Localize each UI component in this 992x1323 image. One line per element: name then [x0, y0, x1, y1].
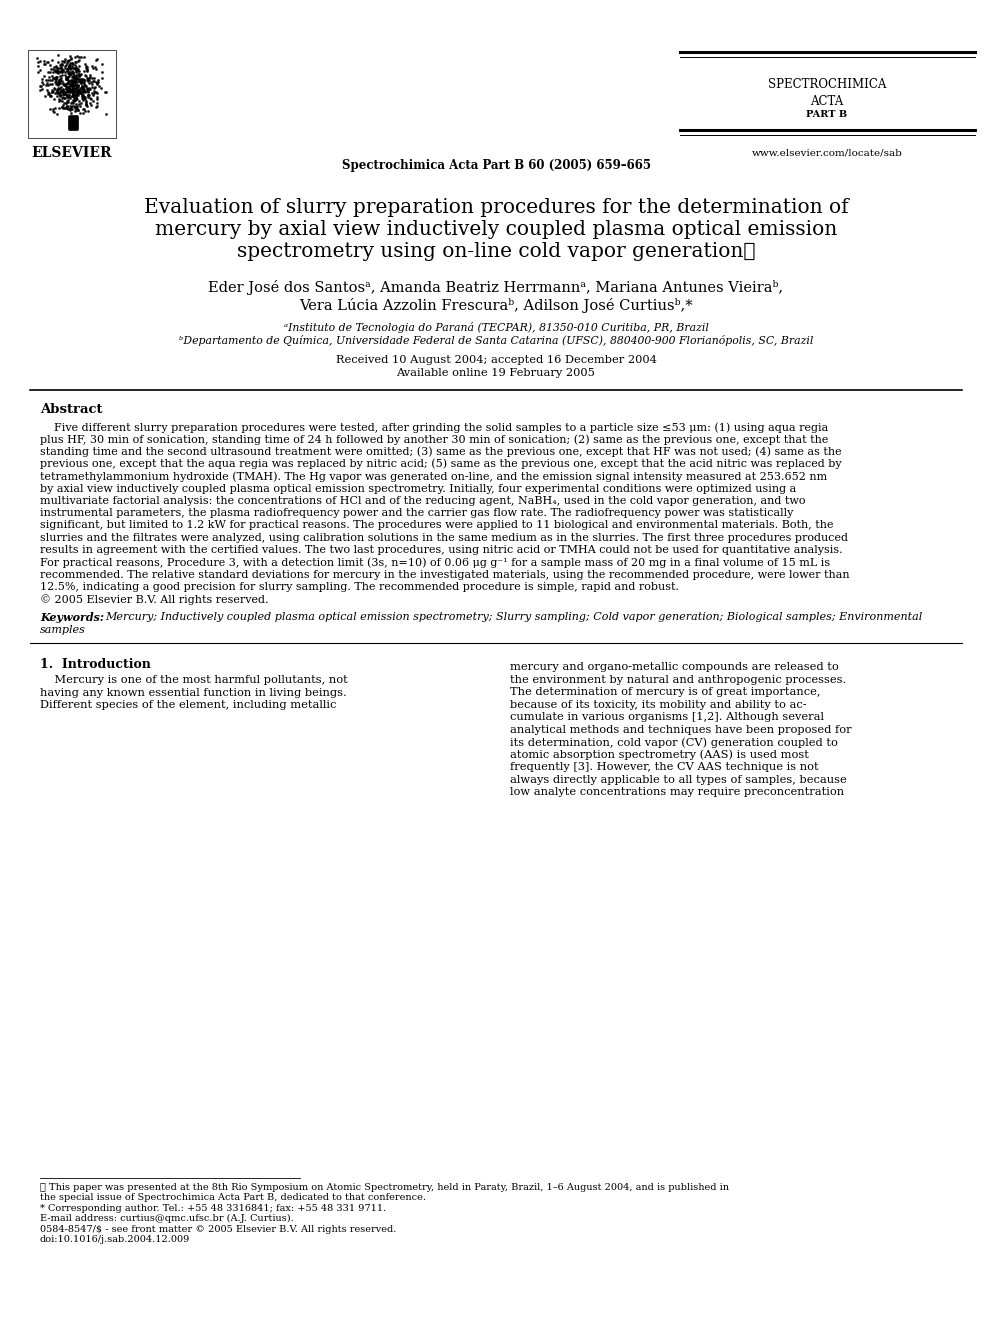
Text: PART B: PART B: [806, 110, 847, 119]
Text: 12.5%, indicating a good precision for slurry sampling. The recommended procedur: 12.5%, indicating a good precision for s…: [40, 582, 679, 591]
Text: Different species of the element, including metallic: Different species of the element, includ…: [40, 700, 336, 710]
Text: standing time and the second ultrasound treatment were omitted; (3) same as the : standing time and the second ultrasound …: [40, 447, 841, 458]
Text: SPECTROCHIMICA: SPECTROCHIMICA: [768, 78, 886, 91]
Text: Received 10 August 2004; accepted 16 December 2004: Received 10 August 2004; accepted 16 Dec…: [335, 355, 657, 365]
Text: mercury by axial view inductively coupled plasma optical emission: mercury by axial view inductively couple…: [155, 220, 837, 239]
Text: analytical methods and techniques have been proposed for: analytical methods and techniques have b…: [510, 725, 851, 734]
Text: multivariate factorial analysis: the concentrations of HCl and of the reducing a: multivariate factorial analysis: the con…: [40, 496, 806, 505]
Text: tetramethylammonium hydroxide (TMAH). The Hg vapor was generated on-line, and th: tetramethylammonium hydroxide (TMAH). Th…: [40, 471, 827, 482]
Text: previous one, except that the aqua regia was replaced by nitric acid; (5) same a: previous one, except that the aqua regia…: [40, 459, 841, 470]
Text: slurries and the filtrates were analyzed, using calibration solutions in the sam: slurries and the filtrates were analyzed…: [40, 533, 848, 542]
Text: Evaluation of slurry preparation procedures for the determination of: Evaluation of slurry preparation procedu…: [144, 198, 848, 217]
Text: atomic absorption spectrometry (AAS) is used most: atomic absorption spectrometry (AAS) is …: [510, 750, 808, 761]
Text: ELSEVIER: ELSEVIER: [32, 146, 112, 160]
Text: * Corresponding author. Tel.: +55 48 3316841; fax: +55 48 331 9711.: * Corresponding author. Tel.: +55 48 331…: [40, 1204, 386, 1213]
Text: ★ This paper was presented at the 8th Rio Symposium on Atomic Spectrometry, held: ★ This paper was presented at the 8th Ri…: [40, 1183, 729, 1192]
Text: doi:10.1016/j.sab.2004.12.009: doi:10.1016/j.sab.2004.12.009: [40, 1234, 190, 1244]
Text: 0584-8547/$ - see front matter © 2005 Elsevier B.V. All rights reserved.: 0584-8547/$ - see front matter © 2005 El…: [40, 1225, 397, 1234]
Text: Vera Lúcia Azzolin Frescuraᵇ, Adilson José Curtiusᵇ,*: Vera Lúcia Azzolin Frescuraᵇ, Adilson Jo…: [300, 298, 692, 314]
Text: low analyte concentrations may require preconcentration: low analyte concentrations may require p…: [510, 787, 844, 796]
Text: spectrometry using on-line cold vapor generation☆: spectrometry using on-line cold vapor ge…: [237, 242, 755, 261]
Text: ᵃInstituto de Tecnologia do Paraná (TECPAR), 81350-010 Curitiba, PR, Brazil: ᵃInstituto de Tecnologia do Paraná (TECP…: [284, 321, 708, 333]
Text: Mercury; Inductively coupled plasma optical emission spectrometry; Slurry sampli: Mercury; Inductively coupled plasma opti…: [105, 613, 923, 623]
Text: always directly applicable to all types of samples, because: always directly applicable to all types …: [510, 774, 847, 785]
Text: Keywords:: Keywords:: [40, 613, 104, 623]
Text: samples: samples: [40, 624, 86, 635]
Text: frequently [3]. However, the CV AAS technique is not: frequently [3]. However, the CV AAS tech…: [510, 762, 818, 773]
Text: having any known essential function in living beings.: having any known essential function in l…: [40, 688, 347, 697]
Text: significant, but limited to 1.2 kW for practical reasons. The procedures were ap: significant, but limited to 1.2 kW for p…: [40, 520, 833, 531]
Text: Spectrochimica Acta Part B 60 (2005) 659–665: Spectrochimica Acta Part B 60 (2005) 659…: [341, 159, 651, 172]
Text: ELSEVIER
TREE: ELSEVIER TREE: [59, 89, 85, 99]
Text: results in agreement with the certified values. The two last procedures, using n: results in agreement with the certified …: [40, 545, 842, 556]
Text: ACTA: ACTA: [810, 95, 843, 108]
Text: The determination of mercury is of great importance,: The determination of mercury is of great…: [510, 687, 820, 697]
Text: instrumental parameters, the plasma radiofrequency power and the carrier gas flo: instrumental parameters, the plasma radi…: [40, 508, 794, 519]
Text: E-mail address: curtius@qmc.ufsc.br (A.J. Curtius).: E-mail address: curtius@qmc.ufsc.br (A.J…: [40, 1213, 294, 1222]
Text: www.elsevier.com/locate/sab: www.elsevier.com/locate/sab: [752, 148, 903, 157]
Text: For practical reasons, Procedure 3, with a detection limit (3s, n=10) of 0.06 μg: For practical reasons, Procedure 3, with…: [40, 557, 830, 568]
Text: plus HF, 30 min of sonication, standing time of 24 h followed by another 30 min : plus HF, 30 min of sonication, standing …: [40, 434, 828, 445]
Text: its determination, cold vapor (CV) generation coupled to: its determination, cold vapor (CV) gener…: [510, 737, 838, 747]
Text: mercury and organo-metallic compounds are released to: mercury and organo-metallic compounds ar…: [510, 662, 839, 672]
Text: Mercury is one of the most harmful pollutants, not: Mercury is one of the most harmful pollu…: [40, 675, 348, 685]
Text: Available online 19 February 2005: Available online 19 February 2005: [397, 368, 595, 378]
Text: Abstract: Abstract: [40, 404, 102, 415]
Bar: [28, 50, 116, 138]
Text: cumulate in various organisms [1,2]. Although several: cumulate in various organisms [1,2]. Alt…: [510, 712, 824, 722]
Text: 1.  Introduction: 1. Introduction: [40, 658, 151, 671]
Text: Five different slurry preparation procedures were tested, after grinding the sol: Five different slurry preparation proced…: [40, 422, 828, 433]
Text: © 2005 Elsevier B.V. All rights reserved.: © 2005 Elsevier B.V. All rights reserved…: [40, 594, 269, 605]
Text: ᵇDepartamento de Química, Universidade Federal de Santa Catarina (UFSC), 880400-: ᵇDepartamento de Química, Universidade F…: [179, 335, 813, 347]
Text: because of its toxicity, its mobility and ability to ac-: because of its toxicity, its mobility an…: [510, 700, 806, 709]
Text: Eder José dos Santosᵃ, Amanda Beatriz Herrmannᵃ, Mariana Antunes Vieiraᵇ,: Eder José dos Santosᵃ, Amanda Beatriz He…: [208, 280, 784, 295]
Text: by axial view inductively coupled plasma optical emission spectrometry. Initiall: by axial view inductively coupled plasma…: [40, 483, 797, 493]
Text: recommended. The relative standard deviations for mercury in the investigated ma: recommended. The relative standard devia…: [40, 570, 849, 579]
Text: the special issue of Spectrochimica Acta Part B, dedicated to that conference.: the special issue of Spectrochimica Acta…: [40, 1192, 426, 1201]
Text: the environment by natural and anthropogenic processes.: the environment by natural and anthropog…: [510, 675, 846, 684]
